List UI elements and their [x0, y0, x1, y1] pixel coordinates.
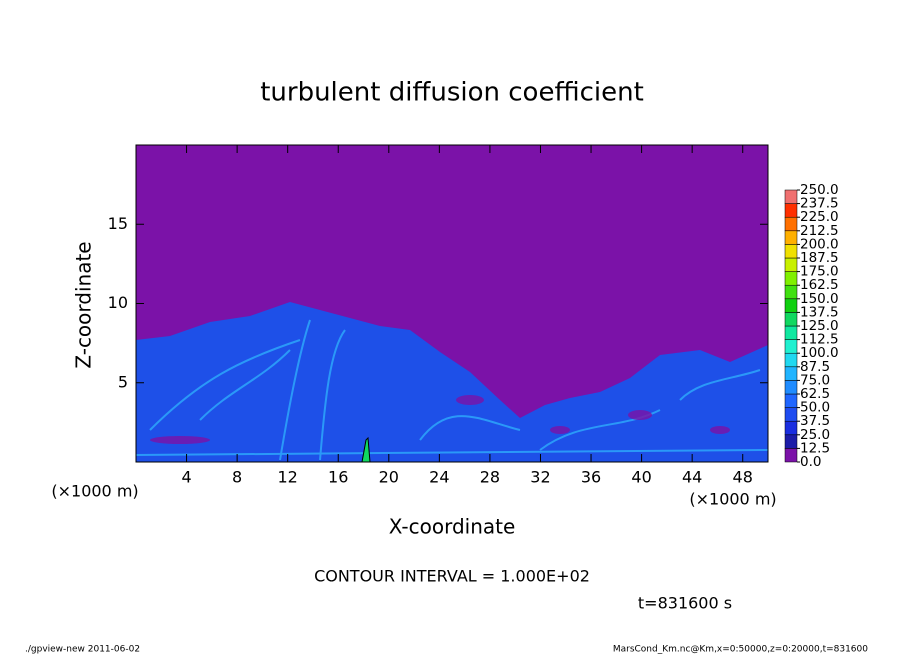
- colorbar-label: 50.0: [800, 400, 830, 416]
- y-tick-label: 5: [118, 372, 128, 391]
- colorbar-label: 37.5: [800, 413, 830, 429]
- x-tick-label: 28: [480, 468, 500, 487]
- colorbar-label: 62.5: [800, 386, 830, 402]
- x-axis-label: X-coordinate: [389, 515, 516, 539]
- y-unit-label: (×1000 m): [51, 482, 138, 501]
- colorbar-label: 175.0: [800, 264, 839, 280]
- x-tick-label: 40: [631, 468, 651, 487]
- colorbar-bin: [784, 352, 798, 368]
- footer-right: MarsCond_Km.nc@Km,x=0:50000,z=0:20000,t=…: [613, 645, 868, 654]
- colorbar-label: 162.5: [800, 277, 839, 293]
- colorbar-bin: [784, 230, 798, 245]
- colorbar-bin: [784, 325, 798, 340]
- colorbar-bin: [784, 244, 798, 259]
- x-tick-label: 44: [682, 468, 702, 487]
- colorbar-bin: [784, 257, 798, 272]
- colorbar-bin: [784, 339, 798, 354]
- colorbar-label: 87.5: [800, 359, 830, 375]
- x-tick-label: 4: [181, 468, 191, 487]
- colorbar-label: 12.5: [800, 440, 830, 456]
- colorbar-bin: [784, 434, 798, 449]
- colorbar-label: 100.0: [800, 345, 839, 361]
- colorbar-label: 187.5: [800, 250, 839, 266]
- colorbar-label: 137.5: [800, 304, 839, 320]
- colorbar-label: 75.0: [800, 372, 830, 388]
- field: [135, 145, 769, 463]
- colorbar-label: 250.0: [800, 182, 839, 198]
- colorbar-bin: [784, 189, 798, 204]
- y-tick-label: 10: [108, 293, 128, 312]
- x-tick-label: 32: [530, 468, 550, 487]
- colorbar-label: 225.0: [800, 209, 839, 225]
- colorbar-label: 200.0: [800, 236, 839, 252]
- colorbar-bin: [784, 298, 798, 313]
- colorbar-bin: [784, 448, 798, 463]
- colorbar-label: 150.0: [800, 291, 839, 307]
- x-tick-label: 36: [581, 468, 601, 487]
- colorbar-bin: [784, 407, 798, 422]
- colorbar-bin: [784, 203, 798, 218]
- colorbar-bin: [784, 420, 798, 436]
- x-tick-label: 48: [733, 468, 753, 487]
- chart-title: turbulent diffusion coefficient: [260, 78, 644, 108]
- x-tick-label: 12: [278, 468, 298, 487]
- colorbar-label: 237.5: [800, 196, 839, 212]
- colorbar-bin: [784, 380, 798, 395]
- y-tick-label: 15: [108, 214, 128, 233]
- time-label: t=831600 s: [638, 594, 732, 613]
- annotation: CONTOUR INTERVAL = 1.000E+02: [314, 567, 590, 586]
- y-axis-label: Z-coordinate: [72, 241, 96, 368]
- x-tick-label: 20: [379, 468, 399, 487]
- colorbar-label: 125.0: [800, 318, 839, 334]
- colorbar-bin: [784, 366, 798, 381]
- colorbar-bin: [784, 216, 798, 232]
- colorbar-label: 212.5: [800, 223, 839, 239]
- colorbar-bin: [784, 271, 798, 286]
- x-tick-label: 24: [429, 468, 449, 487]
- colorbar-bin: [784, 284, 798, 300]
- patches: [150, 395, 730, 444]
- colorbar-bin: [784, 393, 798, 408]
- footer-left: ./gpview-new 2011-06-02: [25, 645, 140, 654]
- colorbar-bin: [784, 312, 798, 327]
- colorbar-label: 25.0: [800, 427, 830, 443]
- x-tick-label: 8: [232, 468, 242, 487]
- colorbar-label: 0.0: [800, 454, 821, 470]
- colorbar-label: 112.5: [800, 332, 839, 348]
- x-tick-label: 16: [328, 468, 348, 487]
- x-unit-label: (×1000 m): [689, 490, 776, 509]
